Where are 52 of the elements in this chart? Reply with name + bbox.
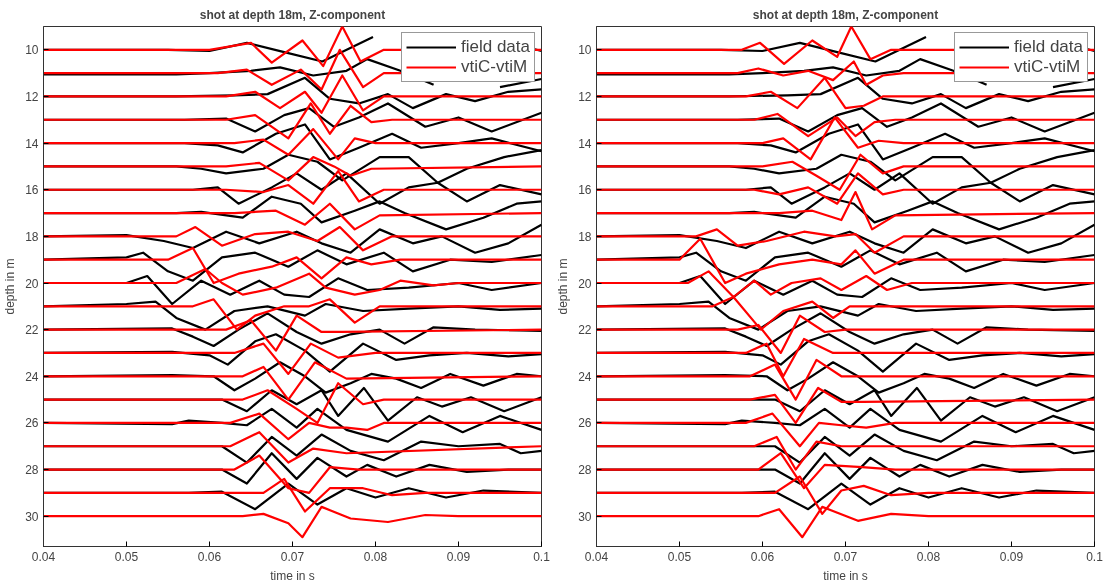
x-tick-label: 0.08 [916,549,941,564]
x-tick-label: 0.1 [1086,549,1104,564]
x-tick-label: 0.09 [446,549,471,564]
y-tick-label: 26 [25,416,39,431]
y-axis-title: depth in m [556,258,571,315]
legend-label: field data [1014,37,1083,57]
x-axis-title: time in s [823,568,868,583]
y-tick-label: 30 [578,509,592,524]
x-tick-label: 0.08 [363,549,388,564]
y-tick-label: 22 [578,323,592,338]
y-tick-label: 20 [578,276,592,291]
x-tick-label: 0.06 [750,549,775,564]
y-axis-title: depth in m [3,258,18,315]
line-series [43,505,542,539]
y-tick-label: 14 [25,136,39,151]
y-tick-label: 28 [578,463,592,478]
line-series [596,237,1095,285]
y-tick-label: 20 [25,276,39,291]
y-tick-label: 22 [25,323,39,338]
y-tick-label: 24 [578,369,592,384]
y-tick-label: 10 [25,43,39,58]
y-tick-label: 10 [578,43,592,58]
y-tick-label: 26 [578,416,592,431]
x-tick-label: 0.05 [667,549,692,564]
y-tick-label: 30 [25,509,39,524]
y-tick-label: 14 [578,136,592,151]
line-series [596,249,1095,282]
x-tick-label: 0.06 [197,549,222,564]
line-series [43,202,542,231]
legend-label: vtiC-vtiM [1014,57,1081,77]
chart-title: shot at depth 18m, Z-component [752,7,939,22]
legend-label: vtiC-vtiM [461,57,528,77]
chart-title: shot at depth 18m, Z-component [199,7,386,22]
y-tick-label: 24 [25,369,39,384]
x-tick-label: 0.07 [833,549,858,564]
y-tick-label: 18 [25,229,39,244]
x-tick-label: 0.1 [533,549,551,564]
x-tick-label: 0.05 [114,549,139,564]
x-tick-label: 0.09 [999,549,1024,564]
y-tick-label: 12 [25,89,39,104]
x-tick-label: 0.04 [31,549,56,564]
line-series [43,342,542,376]
y-tick-label: 16 [578,183,592,198]
line-series [596,153,1095,191]
x-axis-title: time in s [270,568,315,583]
y-tick-label: 28 [25,463,39,478]
legend-label: field data [461,37,530,57]
x-tick-label: 0.07 [280,549,305,564]
y-tick-label: 12 [578,89,592,104]
y-tick-label: 18 [578,229,592,244]
y-tick-label: 16 [25,183,39,198]
x-tick-label: 0.04 [584,549,609,564]
